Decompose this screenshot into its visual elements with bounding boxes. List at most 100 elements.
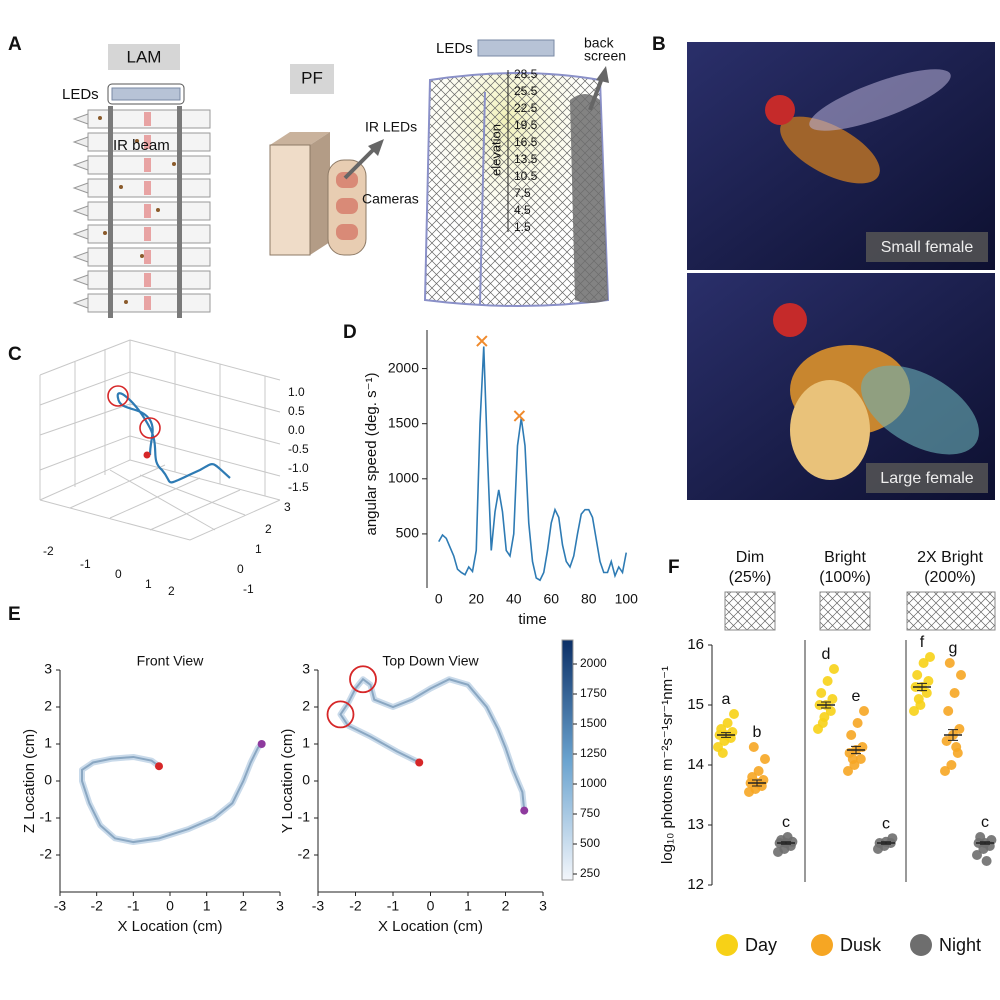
x-tick-label: 1 (464, 898, 472, 914)
significance-letter: c (882, 815, 890, 832)
legend-swatch (716, 934, 738, 956)
elevation-label: 7.5 (514, 186, 531, 200)
label: IR LEDs (365, 119, 417, 135)
elevation-label: 4.5 (514, 203, 531, 217)
y-tick-label: 14 (687, 756, 704, 773)
data-point (887, 833, 898, 844)
label: back (584, 35, 615, 51)
y-tick-label: 1500 (388, 414, 419, 430)
y-tick-label: 1 (44, 735, 52, 751)
elevation-label: 13.5 (514, 152, 538, 166)
x-tick-label: -3 (312, 898, 325, 914)
decoration (866, 232, 988, 262)
y-tick-label: -1 (40, 809, 53, 825)
fly (156, 208, 160, 212)
decoration (819, 591, 871, 631)
z-tick-label: -0.5 (288, 442, 309, 456)
y-tick-label: 1 (302, 735, 310, 751)
data-point (729, 709, 739, 719)
colorbar-tick-label: 1000 (580, 776, 607, 790)
significance-letter: c (782, 814, 790, 831)
y-axis-label: Y Location (cm) (279, 729, 296, 834)
fly (103, 231, 107, 235)
decoration (804, 640, 907, 882)
ir-beam (144, 273, 151, 287)
data-point (912, 670, 923, 680)
tube-tip (72, 251, 89, 263)
end-point (257, 740, 266, 748)
panel-label: C (8, 344, 22, 365)
decoration (790, 380, 870, 480)
legend-swatch (910, 934, 932, 956)
ir-beam (144, 135, 151, 149)
decoration (477, 39, 555, 57)
start-point (155, 762, 163, 771)
tube-tip (72, 228, 89, 240)
y-tick-label: 13 (687, 816, 704, 833)
panel-label: E (8, 604, 21, 625)
x-tick-label: 80 (581, 591, 597, 607)
y-tick-label: 3 (284, 500, 291, 514)
trajectory (81, 743, 263, 844)
x-tick-label: 20 (468, 591, 484, 607)
condition-name: 2X Bright (917, 549, 983, 566)
label: LEDs (436, 40, 473, 57)
y-tick-label: 3 (44, 661, 52, 677)
data-point (909, 706, 919, 716)
data-point (717, 748, 728, 758)
decoration (290, 64, 334, 94)
data-point (852, 718, 863, 728)
colorbar-tick-label: 2000 (580, 656, 607, 670)
decoration (479, 91, 486, 306)
x-tick-label: 60 (543, 591, 559, 607)
data-point (940, 766, 950, 776)
decoration (336, 224, 358, 240)
x-tick-label: -2 (90, 898, 103, 914)
panel-label: F (668, 557, 680, 578)
colorbar-tick-label: 500 (580, 836, 600, 850)
decoration (906, 591, 996, 631)
data-point (829, 664, 839, 674)
x-tick-label: -3 (54, 898, 67, 914)
significance-letter: d (822, 646, 831, 663)
tube-tip (72, 274, 89, 286)
tube-tip (72, 297, 89, 309)
y-tick-label: 1000 (388, 470, 419, 486)
colorbar-tick-label: 1250 (580, 746, 607, 760)
decoration (773, 303, 807, 337)
trajectory-halo (337, 676, 528, 811)
significance-letter: c (981, 814, 989, 831)
decoration (336, 198, 358, 214)
z-tick-label: -1.0 (288, 461, 309, 475)
decoration (596, 66, 609, 83)
decoration (343, 146, 377, 180)
data-point (954, 724, 965, 734)
error-bar (917, 682, 927, 692)
fly (119, 185, 123, 189)
condition-level: (25%) (729, 569, 772, 586)
fly (135, 139, 139, 143)
panel-label: D (343, 322, 357, 343)
x-tick-label: 1 (203, 898, 211, 914)
x-axis-label: X Location (cm) (378, 918, 483, 935)
decoration (724, 591, 776, 631)
data-point (951, 742, 962, 752)
y-axis-label: angular speed (deg. s⁻¹) (363, 372, 380, 535)
error-bar (881, 841, 891, 845)
x-tick-label: -1 (387, 898, 400, 914)
x-tick-label: 40 (506, 591, 522, 607)
panel-label: A (8, 34, 22, 55)
y-tick-label: 0 (237, 562, 244, 576)
tube-tip (72, 113, 89, 125)
label: IR beam (113, 137, 170, 154)
data-point (913, 694, 924, 704)
legend-label: Day (745, 935, 777, 955)
fly (98, 116, 102, 120)
condition-level: (100%) (819, 569, 871, 586)
start-point (415, 758, 424, 767)
colorbar-tick-label: 750 (580, 806, 600, 820)
fly (124, 300, 128, 304)
data-point (847, 754, 858, 764)
y-axis-label: log₁₀ photons m⁻²s⁻¹sr⁻¹nm⁻¹ (659, 666, 676, 864)
data-point (843, 766, 853, 776)
